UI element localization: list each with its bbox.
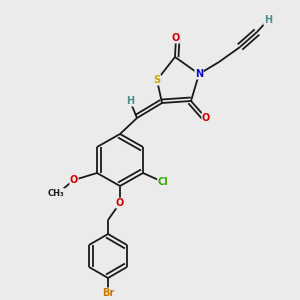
Text: S: S [153, 75, 161, 85]
Text: CH₃: CH₃ [48, 188, 64, 197]
Text: O: O [202, 113, 210, 123]
Text: H: H [126, 96, 134, 106]
Text: Br: Br [102, 288, 114, 298]
Text: O: O [116, 198, 124, 208]
Text: H: H [264, 15, 272, 25]
Text: N: N [195, 69, 203, 79]
Text: O: O [70, 175, 78, 185]
Text: O: O [172, 33, 180, 43]
Text: Cl: Cl [158, 177, 168, 187]
